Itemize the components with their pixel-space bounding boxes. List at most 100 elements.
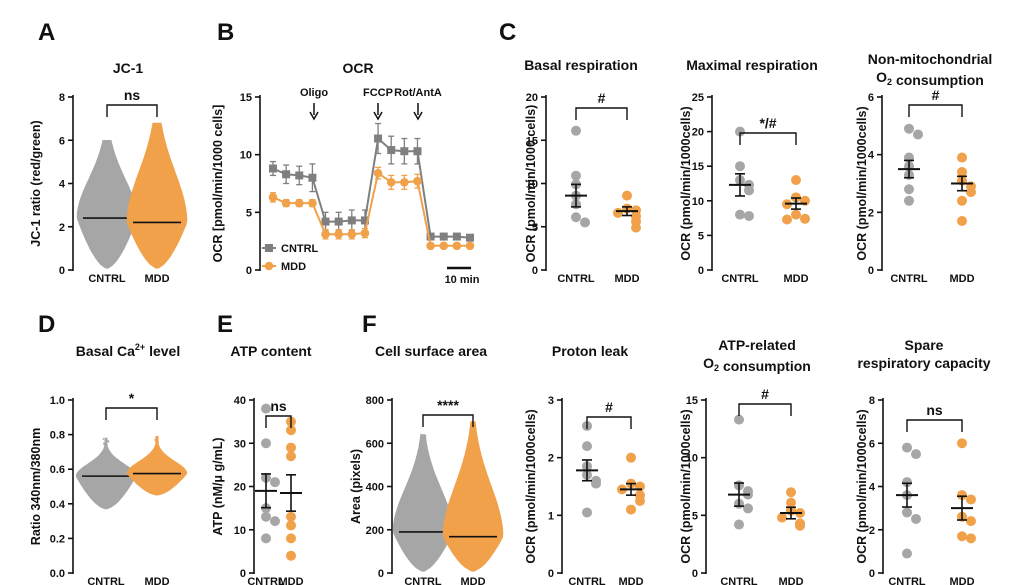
data-point-cntrl bbox=[270, 516, 280, 527]
data-point-cntrl bbox=[347, 216, 356, 225]
panel-E: E ATP content 0 10 20 30 40 ATP (nM/μ g/mL) ns CN… bbox=[211, 311, 312, 585]
category-label-mdd: MDD bbox=[460, 576, 485, 585]
y-tick-label: 20 bbox=[692, 127, 704, 139]
violin-outlier-dot bbox=[470, 432, 473, 435]
data-point-mdd bbox=[786, 497, 796, 508]
category-label-cntrl: CNTRL bbox=[721, 273, 759, 285]
data-point-mdd bbox=[626, 452, 636, 463]
significance-bracket bbox=[738, 403, 792, 416]
violin-cntrl bbox=[76, 140, 138, 269]
panel-letter: E bbox=[217, 311, 233, 338]
category-label-cntrl: CNTRL bbox=[87, 576, 125, 585]
data-point-mdd bbox=[795, 520, 805, 531]
significance-label: */# bbox=[759, 115, 776, 131]
data-point-cntrl bbox=[904, 195, 914, 206]
data-point-cntrl bbox=[295, 171, 304, 180]
data-point-cntrl bbox=[582, 441, 592, 452]
violin-outlier-dot bbox=[103, 142, 106, 145]
panel-C2: Maximal respiration 0 5 10 15 20 25 OCR (pmol/m… bbox=[679, 57, 818, 285]
data-point-cntrl bbox=[360, 216, 369, 225]
violin-outlier-dot bbox=[107, 145, 110, 148]
data-point-cntrl bbox=[735, 161, 745, 172]
panel-title: Proton leak bbox=[552, 343, 628, 359]
y-tick-label: 0 bbox=[59, 265, 65, 277]
data-point-mdd bbox=[957, 166, 967, 177]
data-point-mdd bbox=[957, 490, 967, 501]
data-point-mdd bbox=[957, 215, 967, 226]
data-point-mdd bbox=[452, 241, 462, 251]
panel-title: Maximal respiration bbox=[686, 57, 818, 73]
data-point-mdd bbox=[800, 213, 810, 224]
significance-bracket bbox=[106, 104, 158, 117]
category-label-cntrl: CNTRL bbox=[88, 273, 126, 285]
y-tick-label: 40 bbox=[234, 395, 246, 407]
data-point-cntrl bbox=[439, 232, 448, 241]
series-line-cntrl bbox=[272, 136, 471, 239]
violin-outlier-dot bbox=[104, 141, 107, 144]
panel-letter: D bbox=[38, 311, 55, 338]
category-label-cntrl: CNTRL bbox=[568, 576, 606, 585]
category-label-mdd: MDD bbox=[778, 576, 803, 585]
violin-outlier-dot bbox=[158, 123, 161, 125]
violin-outlier-dot bbox=[105, 142, 108, 145]
y-tick-label: 800 bbox=[366, 395, 384, 407]
data-point-mdd bbox=[613, 207, 623, 218]
data-point-mdd bbox=[786, 487, 796, 498]
data-point-mdd bbox=[966, 516, 976, 527]
violin-outlier-dot bbox=[424, 443, 427, 446]
y-tick-label: 0 bbox=[692, 568, 698, 580]
legend-label-cntrl: CNTRL bbox=[281, 243, 319, 255]
data-point-mdd bbox=[360, 228, 370, 238]
data-point-cntrl bbox=[261, 438, 271, 449]
significance-bracket bbox=[586, 416, 632, 429]
panel-G1: Proton leak 0 1 2 3 OCR (pmol/min/1000cells) #… bbox=[524, 343, 645, 585]
panel-G2: ATP-related O2 consumption 0 5 10 15 OCR (pmol… bbox=[679, 337, 811, 585]
data-point-mdd bbox=[321, 229, 330, 239]
y-tick-label: 15 bbox=[692, 161, 704, 173]
panel-letter: B bbox=[217, 19, 234, 46]
y-tick-label: 1 bbox=[548, 510, 554, 522]
category-label-cntrl: CNTRL bbox=[557, 273, 595, 285]
violin-outlier-dot bbox=[474, 432, 477, 435]
category-label-mdd: MDD bbox=[618, 576, 643, 585]
data-point-cntrl bbox=[734, 519, 744, 530]
y-tick-label: 6 bbox=[59, 135, 65, 147]
panel-title-line1: Spare bbox=[905, 337, 944, 353]
data-point-cntrl bbox=[426, 232, 435, 241]
panel-title-line1: ATP-related bbox=[718, 337, 796, 353]
data-point-mdd bbox=[286, 533, 296, 544]
y-tick-label: 200 bbox=[366, 525, 384, 537]
violin-outlier-dot bbox=[156, 436, 159, 439]
violin-outlier-dot bbox=[108, 149, 111, 152]
y-axis-label: OCR [pmol/min/1000 cells] bbox=[211, 105, 225, 263]
data-point-cntrl bbox=[911, 449, 921, 460]
scale-bar-label: 10 min bbox=[445, 274, 480, 286]
data-point-cntrl bbox=[911, 513, 921, 524]
data-point-mdd bbox=[347, 229, 357, 239]
data-point-cntrl bbox=[334, 217, 343, 226]
category-label-cntrl: CNTRL bbox=[404, 576, 442, 585]
y-tick-label: 0.0 bbox=[50, 568, 65, 580]
significance-bracket bbox=[575, 107, 628, 120]
data-point-mdd bbox=[465, 241, 475, 251]
data-point-mdd bbox=[791, 209, 801, 220]
significance-label: ns bbox=[926, 402, 943, 418]
data-point-mdd bbox=[957, 195, 967, 206]
data-point-cntrl bbox=[374, 134, 383, 143]
violin-outlier-dot bbox=[155, 439, 158, 442]
y-tick-label: 4 bbox=[59, 179, 66, 191]
y-axis-label: OCR (pmol/min/1000cells) bbox=[679, 409, 693, 563]
y-tick-label: 0 bbox=[869, 568, 875, 580]
y-tick-label: 10 bbox=[692, 196, 704, 208]
data-point-mdd bbox=[966, 533, 976, 544]
panel-F: F Cell surface area 0 200 400 600 800 Area (pix… bbox=[349, 311, 504, 585]
violin-outlier-dot bbox=[103, 447, 106, 450]
violin-outlier-dot bbox=[157, 440, 160, 443]
panel-A: A JC-1 0 2 4 6 8 JC-1 ratio (red/green) ns CNTRL M… bbox=[29, 19, 188, 285]
violin-outlier-dot bbox=[470, 422, 473, 424]
data-point-cntrl bbox=[902, 548, 912, 559]
annotation-arrow-head bbox=[413, 111, 423, 121]
